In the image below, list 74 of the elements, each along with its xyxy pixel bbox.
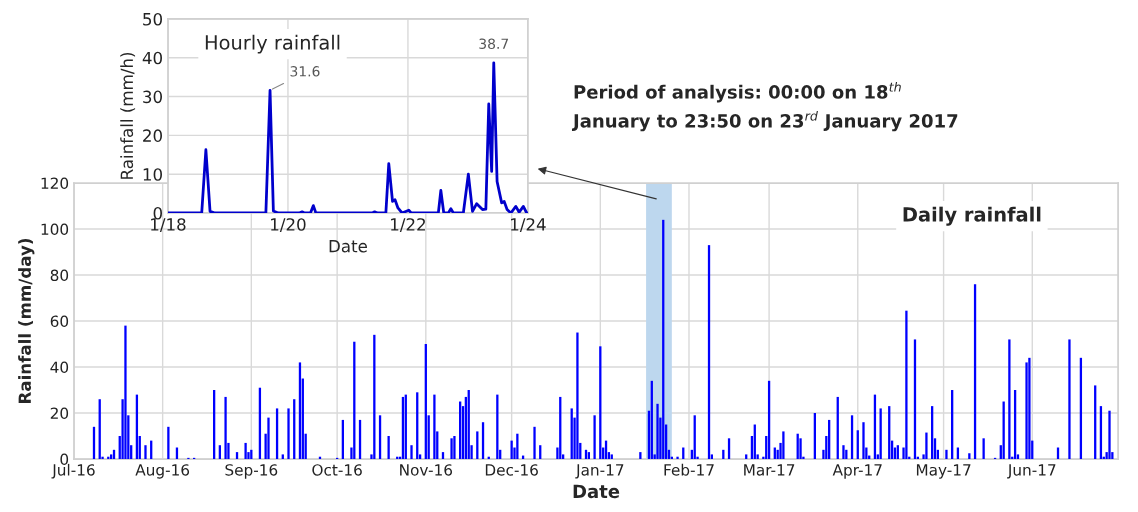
y-tick-label: 20 [143,129,162,142]
y-tick-label: 80 [50,269,69,282]
bar [244,442,247,460]
y-tick-label: 100 [41,223,69,236]
y-tick-label: 40 [142,51,162,65]
y-tick-label: 120 [41,177,69,190]
bar [1025,362,1028,460]
x-tick-label: Nov-16 [400,464,453,476]
x-axis-title: Date [329,240,367,253]
x-tick-label: Jan-17 [575,464,624,479]
bar [267,417,270,460]
bar [1108,410,1111,460]
bar [945,449,948,460]
x-tick-label: Feb-17 [664,463,714,476]
bar [905,310,908,460]
bar [281,454,284,460]
x-tick-label: Aug-16 [135,464,190,479]
bar [576,332,579,460]
y-tick-label: 50 [143,12,162,26]
x-axis-title: Date [573,484,620,499]
bar [410,445,413,460]
x-tick-label: Jul-16 [51,463,95,479]
x-tick-label: May-17 [916,464,971,479]
bar [224,396,227,460]
bar [510,440,513,460]
bar [144,445,147,460]
bar [745,454,748,460]
bar [450,438,453,460]
bar [124,325,127,460]
bar [676,456,679,460]
bar [982,438,985,460]
y-tick-label: 10 [143,168,162,181]
x-tick-label: Jun-17 [1007,464,1056,479]
x-tick-label: 1/22 [391,218,425,233]
bar [639,452,642,460]
bar [533,426,536,460]
bar [925,432,928,460]
x-tick-label: Sep-16 [225,464,278,479]
y-tick-label: 30 [143,90,162,104]
x-tick-label: 1/20 [271,218,306,233]
bar [593,415,596,460]
bar [387,436,390,460]
y-tick-label: 0 [60,453,69,466]
y-tick-label: 40 [50,361,69,374]
bar [516,433,519,460]
bar [1028,357,1031,460]
text: Period of analysis: 00:00 on 18$^{th}$ January to 23:50 on 23$^{rd}$ January 2017 [571,82,958,132]
x-tick-label: Oct-16 [312,464,362,476]
bar [453,436,456,460]
x-tick-label: Mar-17 [744,464,795,476]
bar [287,408,290,460]
bar [862,422,865,460]
bar [842,445,845,460]
y-axis-title: Rainfall (mm/h) [120,52,136,179]
annotation: 31.6 [290,66,320,77]
bar [167,426,170,460]
x-tick-label: Dec-16 [485,464,538,476]
y-tick-label: 60 [50,315,69,328]
text: Daily rainfall [903,206,1041,226]
x-tick-label: Apr-17 [832,464,882,479]
bar [656,403,659,460]
bar [799,438,802,460]
x-tick-label: 1/18 [151,218,186,233]
y-tick-label: 20 [50,407,69,420]
y-tick-label: 0 [153,206,162,220]
bar [433,394,436,460]
bar [968,453,971,460]
x-tick-label: 1/24 [511,218,546,233]
annotation: 38.7 [479,38,509,49]
bar [1008,339,1011,460]
text: Hourly rainfall [205,34,340,54]
y-axis-title: Rainfall (mm/day) [18,238,35,403]
bar [1068,339,1071,460]
bar [782,431,785,460]
